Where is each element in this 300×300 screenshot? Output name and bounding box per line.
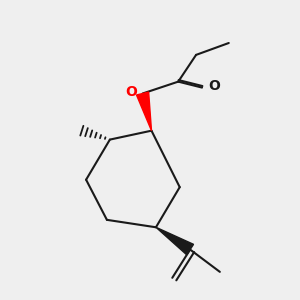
Polygon shape xyxy=(136,92,152,131)
Text: O: O xyxy=(125,85,137,99)
Text: O: O xyxy=(208,79,220,93)
Polygon shape xyxy=(156,227,194,255)
